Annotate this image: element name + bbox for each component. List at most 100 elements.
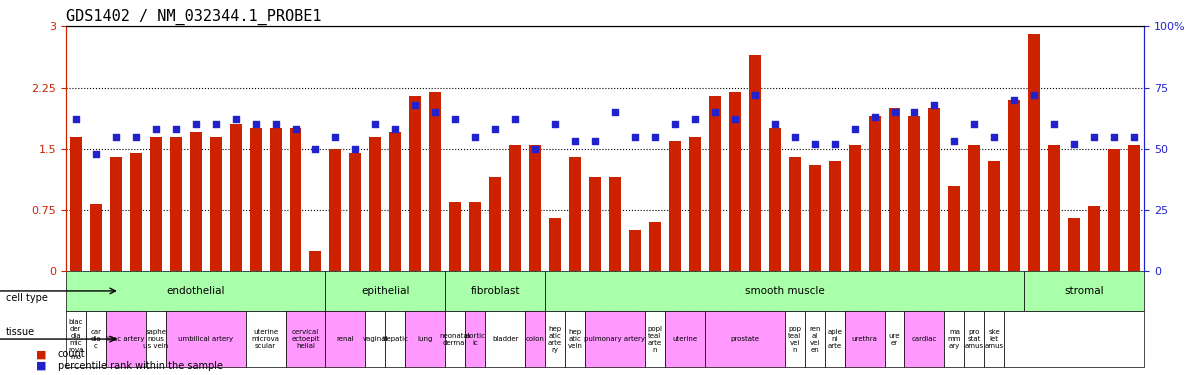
Bar (985, 310, 1004, 368)
Text: popl
teal
arte
n: popl teal arte n (647, 326, 662, 352)
Point (625, 134, 645, 140)
Bar (470, 202, 482, 271)
Bar (485, 310, 525, 368)
Bar (449, 202, 461, 271)
Point (565, 138, 585, 144)
Bar (1069, 218, 1081, 271)
Point (885, 109, 904, 115)
Point (466, 134, 485, 140)
Bar (1024, 271, 1144, 310)
Bar (369, 136, 381, 271)
Bar (1129, 145, 1140, 271)
Bar (928, 108, 940, 271)
Bar (649, 222, 661, 271)
Bar (326, 271, 446, 310)
Bar (988, 161, 1000, 271)
Point (186, 121, 205, 127)
Bar (869, 116, 881, 271)
Point (805, 141, 824, 147)
Point (406, 102, 425, 108)
Text: aple
ni
arte: aple ni arte (827, 329, 842, 349)
Bar (389, 132, 401, 271)
Text: epithelial: epithelial (361, 286, 410, 296)
Text: saphe
nous
us vein: saphe nous us vein (143, 329, 169, 349)
Text: blac
der
dia
mic
rova
mo: blac der dia mic rova mo (68, 318, 84, 360)
Bar (110, 157, 122, 271)
Bar (150, 136, 162, 271)
Point (1125, 134, 1144, 140)
Point (865, 114, 884, 120)
Text: ske
let
amus: ske let amus (985, 329, 1004, 349)
Point (706, 109, 725, 115)
Bar (545, 310, 565, 368)
Bar (824, 310, 845, 368)
Point (526, 146, 545, 152)
Text: GDS1402 / NM_032344.1_PROBE1: GDS1402 / NM_032344.1_PROBE1 (66, 9, 321, 25)
Bar (465, 310, 485, 368)
Point (206, 121, 225, 127)
Point (725, 116, 744, 122)
Text: uterine: uterine (672, 336, 697, 342)
Bar (585, 310, 645, 368)
Bar (350, 153, 362, 271)
Text: pulmonary artery: pulmonary artery (585, 336, 646, 342)
Point (66, 116, 85, 122)
Bar (728, 92, 740, 271)
Bar (785, 310, 805, 368)
Bar (329, 149, 341, 271)
Bar (105, 310, 146, 368)
Bar (549, 218, 561, 271)
Bar (569, 157, 581, 271)
Bar (889, 108, 901, 271)
Point (646, 134, 665, 140)
Bar (489, 177, 501, 271)
Text: ma
mm
ary: ma mm ary (948, 329, 961, 349)
Bar (609, 177, 621, 271)
Bar (326, 310, 365, 368)
Point (246, 121, 265, 127)
Point (586, 138, 605, 144)
Bar (645, 310, 665, 368)
Bar (509, 145, 521, 271)
Bar (170, 136, 182, 271)
Bar (1028, 34, 1040, 271)
Point (226, 116, 246, 122)
Bar (86, 310, 105, 368)
Bar (525, 310, 545, 368)
Text: smooth muscle: smooth muscle (745, 286, 824, 296)
Text: car
dia
c: car dia c (90, 329, 102, 349)
Text: ■: ■ (36, 361, 47, 370)
Point (785, 134, 804, 140)
Text: uterine
microva
scular: uterine microva scular (252, 329, 279, 349)
Bar (1009, 100, 1021, 271)
Bar (285, 310, 326, 368)
Point (945, 138, 964, 144)
Text: hep
atic
arte
ry: hep atic arte ry (547, 326, 562, 352)
Bar (944, 310, 964, 368)
Bar (565, 310, 585, 368)
Point (745, 92, 764, 98)
Bar (949, 186, 961, 271)
Bar (246, 310, 285, 368)
Text: pop
teal
vei
n: pop teal vei n (788, 326, 801, 352)
Bar (66, 271, 326, 310)
Text: percentile rank within the sample: percentile rank within the sample (58, 361, 223, 370)
Bar (1004, 310, 1144, 368)
Point (845, 126, 864, 132)
Bar (405, 310, 446, 368)
Point (964, 121, 984, 127)
Text: ure
er: ure er (889, 333, 900, 345)
Bar (165, 310, 246, 368)
Point (685, 116, 704, 122)
Text: urethra: urethra (852, 336, 877, 342)
Point (545, 121, 564, 127)
Point (326, 134, 345, 140)
Point (1005, 97, 1024, 103)
Point (346, 146, 365, 152)
Point (126, 134, 145, 140)
Point (1084, 134, 1103, 140)
Point (1105, 134, 1124, 140)
Bar (290, 128, 302, 271)
Bar (908, 116, 920, 271)
Bar (968, 145, 980, 271)
